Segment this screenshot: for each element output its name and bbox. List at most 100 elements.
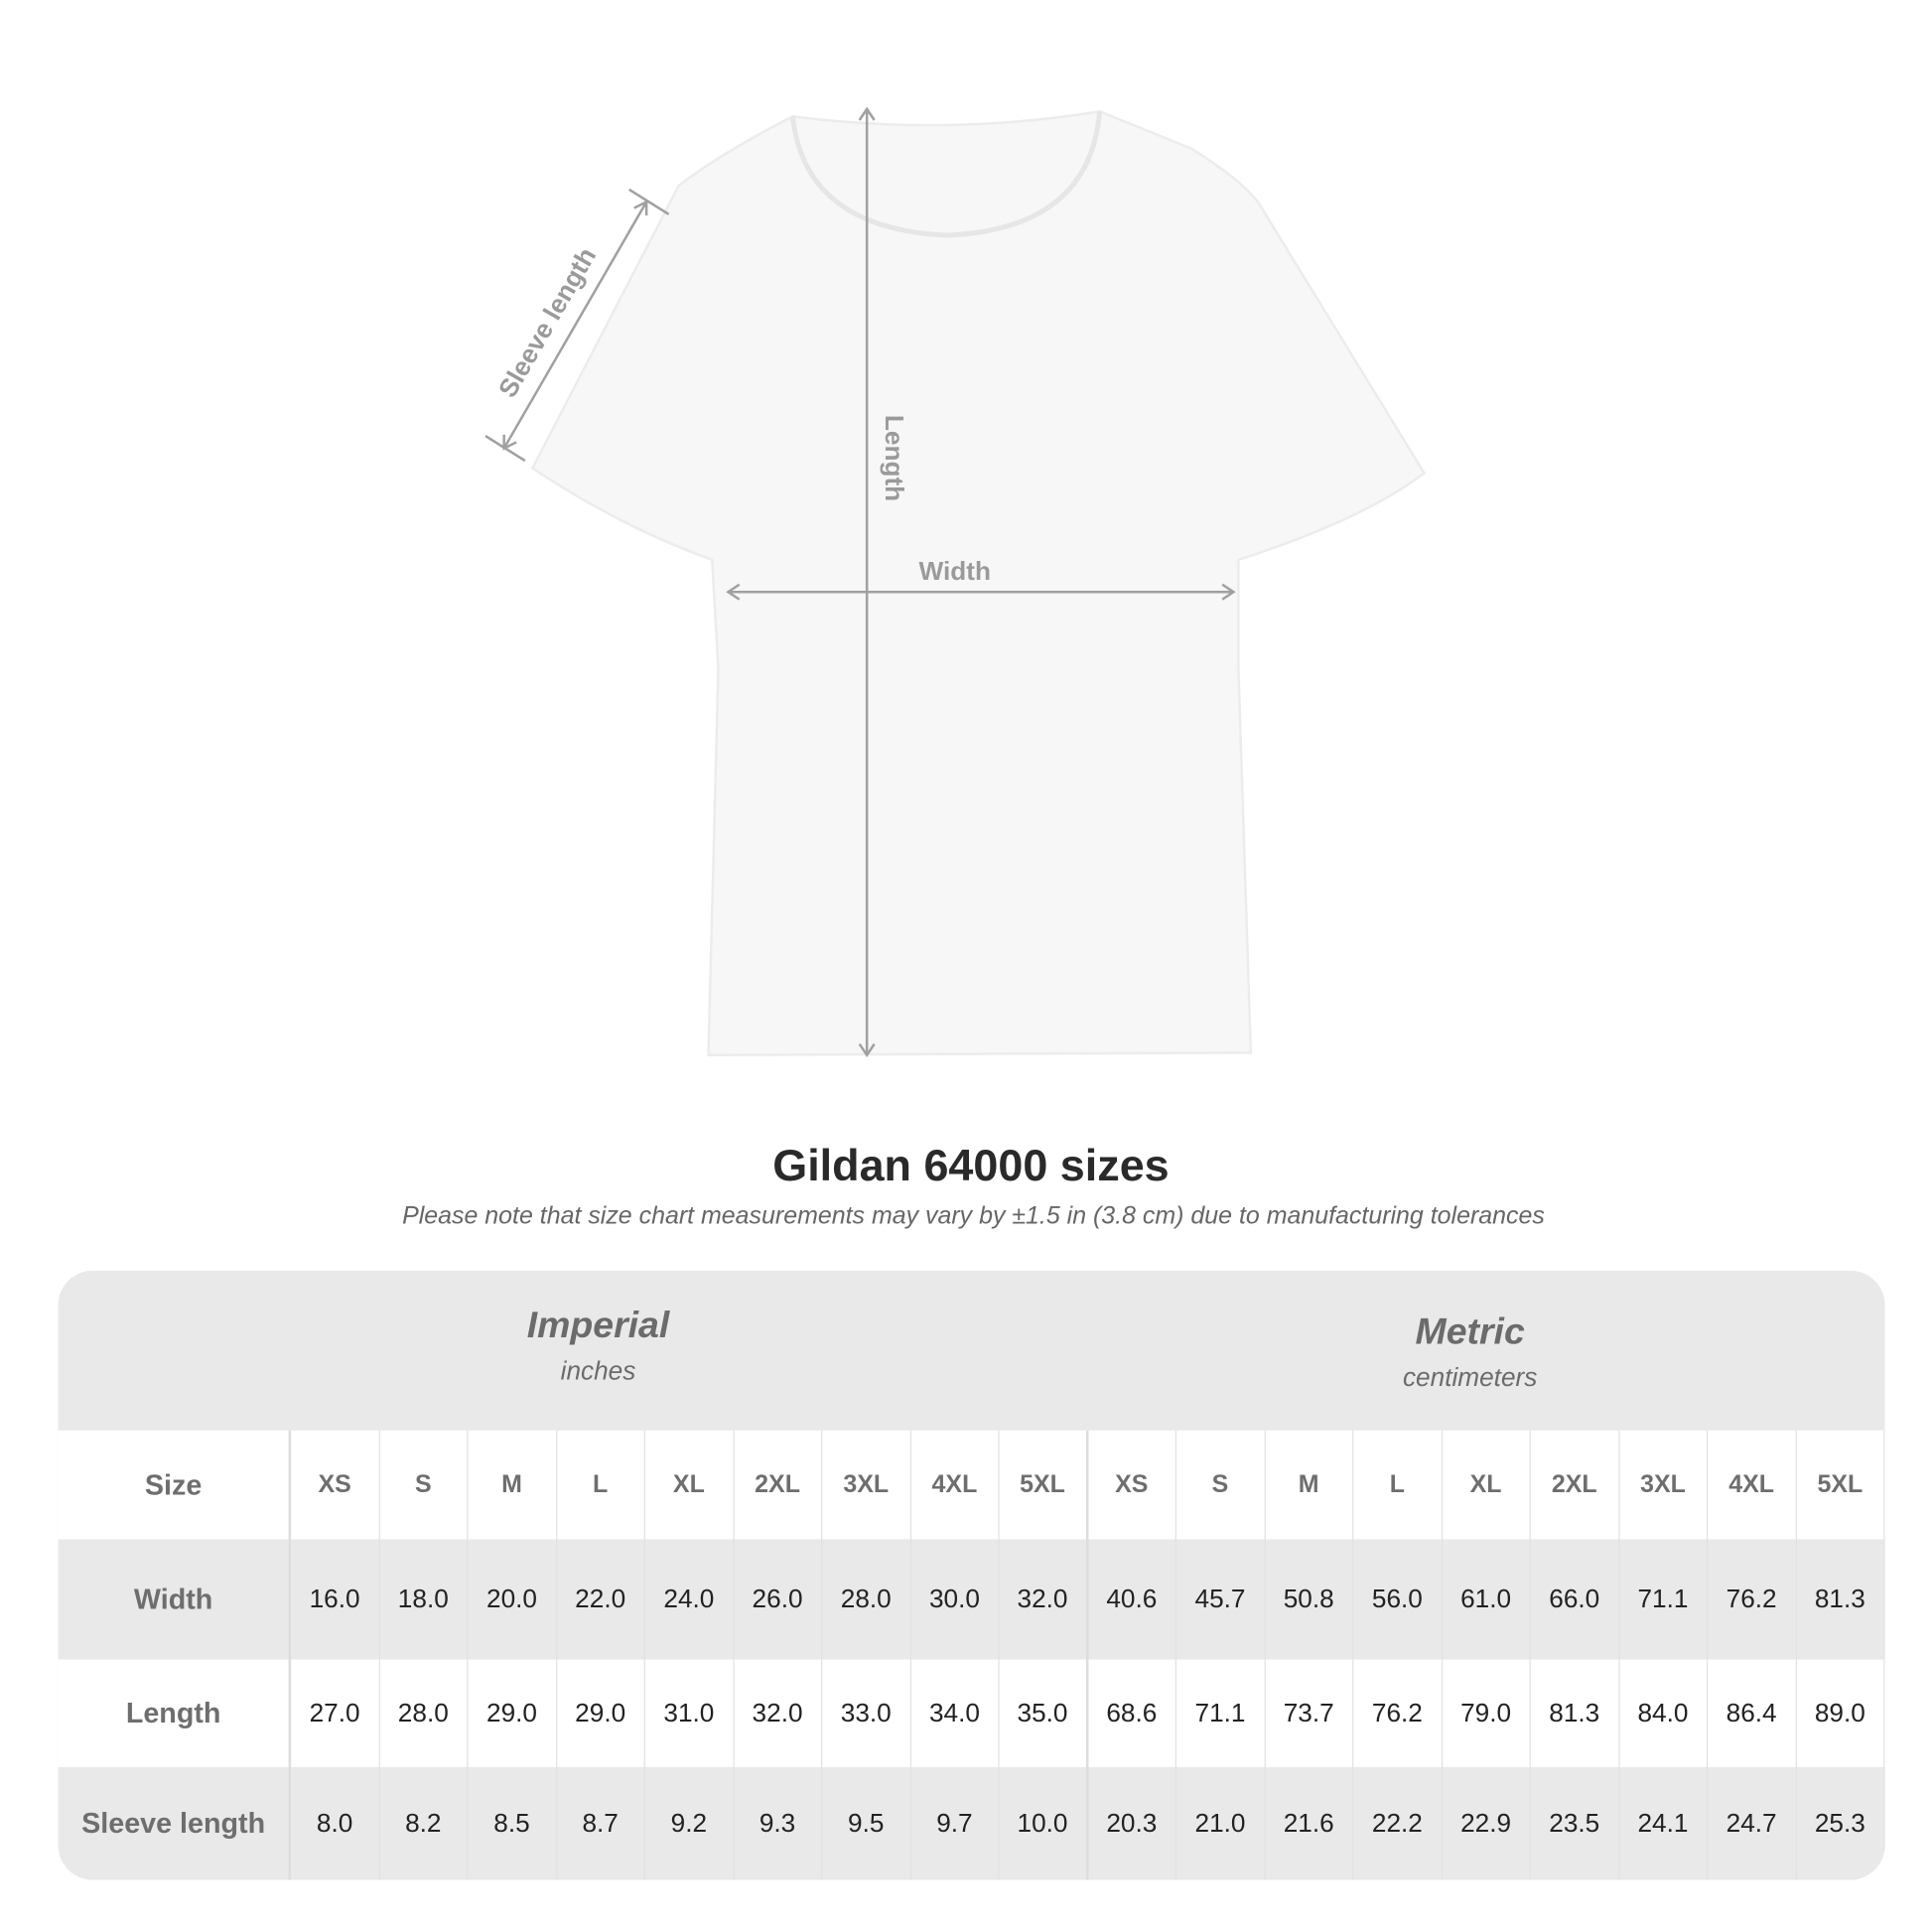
size-header-cell: M <box>469 1430 557 1540</box>
table-cell: 8.2 <box>379 1767 469 1880</box>
table-cell: 73.7 <box>1265 1659 1354 1768</box>
table-cell: 71.1 <box>1619 1539 1709 1660</box>
table-cell: 29.0 <box>469 1659 557 1768</box>
table-cell: 16.0 <box>291 1539 380 1660</box>
table-cell: 79.0 <box>1443 1659 1531 1768</box>
table-cell: 34.0 <box>910 1659 1000 1768</box>
table-cell: 20.0 <box>469 1539 557 1660</box>
sleeve-row-bg <box>58 1767 1885 1880</box>
group-unit: centimeters <box>1402 1363 1538 1393</box>
table-cell: 9.3 <box>734 1767 823 1880</box>
table-cell: 89.0 <box>1796 1659 1885 1768</box>
table-cell: 76.2 <box>1708 1539 1797 1660</box>
row-label: Width <box>59 1539 292 1660</box>
sleeve-arrow <box>502 201 648 450</box>
table-cell: 24.1 <box>1619 1767 1709 1880</box>
table-cell: 32.0 <box>734 1659 823 1768</box>
table-cell: 9.5 <box>822 1767 911 1880</box>
table-cell: 61.0 <box>1443 1539 1531 1660</box>
table-cell: 23.5 <box>1531 1767 1619 1880</box>
table-cell: 18.0 <box>379 1539 469 1660</box>
row-label: Size <box>59 1430 292 1540</box>
size-header-cell: M <box>1265 1430 1354 1540</box>
size-header-cell: XL <box>645 1430 735 1540</box>
table-cell: 22.0 <box>557 1539 645 1660</box>
page-title: Gildan 64000 sizes <box>772 1139 1170 1190</box>
size-row: Size XS S M L XL 2XL 3XL 4XL 5XL XS S M L XL 2XL 3XL 4XL… <box>59 1430 1885 1540</box>
group-header <box>58 1270 1885 1431</box>
table-cell: 35.0 <box>1000 1659 1088 1768</box>
arrows <box>484 106 1236 1058</box>
table-cell: 40.6 <box>1088 1539 1177 1660</box>
size-header-cell: XL <box>1443 1430 1531 1540</box>
table-cell: 8.0 <box>291 1767 380 1880</box>
size-header-cell: 3XL <box>1619 1430 1709 1540</box>
table-row: Sleeve length 8.0 8.2 8.5 8.7 9.2 9.3 9.5 9.7 10… <box>59 1767 1885 1880</box>
size-header-cell: XS <box>1088 1430 1177 1540</box>
table-cell: 81.3 <box>1531 1659 1619 1768</box>
table-cell: 9.2 <box>645 1767 735 1880</box>
table-cell: 50.8 <box>1265 1539 1354 1660</box>
group-unit: inches <box>560 1357 636 1386</box>
table-cell: 24.7 <box>1708 1767 1797 1880</box>
row-label: Sleeve length <box>59 1767 292 1880</box>
table-cell: 22.2 <box>1353 1767 1443 1880</box>
table-cell: 26.0 <box>734 1539 823 1660</box>
group-imperial: Imperial inches <box>291 1306 905 1387</box>
table-cell: 45.7 <box>1176 1539 1266 1660</box>
table-cell: 30.0 <box>910 1539 1000 1660</box>
size-header-cell: 5XL <box>1796 1430 1885 1540</box>
table-cell: 81.3 <box>1796 1539 1885 1660</box>
size-header-cell: S <box>1176 1430 1266 1540</box>
size-header-cell: XS <box>291 1430 380 1540</box>
size-row-bg <box>58 1430 1885 1540</box>
size-header-cell: 2XL <box>1531 1430 1619 1540</box>
table-cell: 86.4 <box>1708 1659 1797 1768</box>
tshirt-shape <box>530 109 1427 1057</box>
group-metric: Metric centimeters <box>1173 1311 1767 1393</box>
size-header-cell: 2XL <box>734 1430 823 1540</box>
table-cell: 71.1 <box>1176 1659 1266 1768</box>
table-cell: 84.0 <box>1619 1659 1709 1768</box>
size-header-cell: L <box>1353 1430 1443 1540</box>
size-header-cell: 5XL <box>1000 1430 1088 1540</box>
width-label: Width <box>919 556 991 586</box>
size-table: Imperial inches Metric centimeters Size … <box>58 1270 1885 1880</box>
tolerance-note: Please note that size chart measurements… <box>402 1202 1545 1230</box>
table-cell: 32.0 <box>1000 1539 1088 1660</box>
group-name: Metric <box>1415 1311 1525 1353</box>
table-row: Width 16.0 18.0 20.0 22.0 24.0 26.0 28.0 30.0 32… <box>59 1539 1885 1660</box>
length-row-bg <box>58 1659 1885 1768</box>
size-header-cell: 4XL <box>910 1430 1000 1540</box>
size-header-cell: S <box>379 1430 469 1540</box>
table-cell: 21.0 <box>1176 1767 1266 1880</box>
length-label: Length <box>880 415 909 501</box>
width-row-bg <box>58 1539 1885 1660</box>
table-cell: 25.3 <box>1796 1767 1885 1880</box>
table-row: Length 27.0 28.0 29.0 29.0 31.0 32.0 33.0 34.0 3… <box>59 1659 1885 1768</box>
table-cell: 31.0 <box>645 1659 735 1768</box>
table-cell: 27.0 <box>291 1659 380 1768</box>
table-cell: 9.7 <box>910 1767 1000 1880</box>
table-cell: 76.2 <box>1353 1659 1443 1768</box>
table-cell: 20.3 <box>1088 1767 1177 1880</box>
table-cell: 10.0 <box>1000 1767 1088 1880</box>
table-cell: 8.5 <box>469 1767 557 1880</box>
table-cell: 66.0 <box>1531 1539 1619 1660</box>
row-label: Length <box>59 1659 292 1768</box>
table-cell: 28.0 <box>379 1659 469 1768</box>
size-header-cell: L <box>557 1430 645 1540</box>
table-cell: 28.0 <box>822 1539 911 1660</box>
collar <box>789 111 1103 238</box>
size-header-cell: 3XL <box>822 1430 911 1540</box>
tshirt-diagram: Sleeve length Length Width <box>484 106 1427 1058</box>
table-cell: 56.0 <box>1353 1539 1443 1660</box>
table-cell: 8.7 <box>557 1767 645 1880</box>
table-cell: 22.9 <box>1443 1767 1531 1880</box>
table-cell: 33.0 <box>822 1659 911 1768</box>
size-header-cell: 4XL <box>1708 1430 1797 1540</box>
table-cell: 68.6 <box>1088 1659 1177 1768</box>
table-cell: 21.6 <box>1265 1767 1354 1880</box>
table-cell: 29.0 <box>557 1659 645 1768</box>
